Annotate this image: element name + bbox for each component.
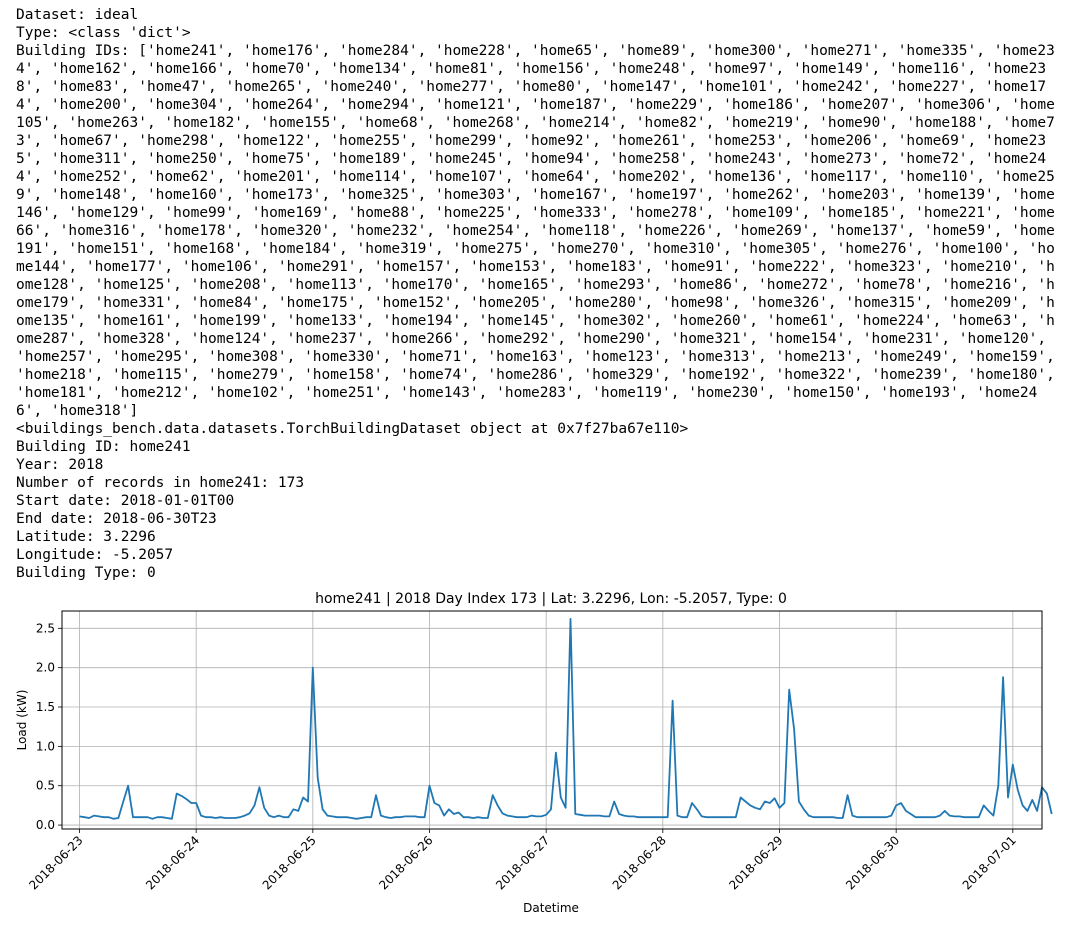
chart-title: home241 | 2018 Day Index 173 | Lat: 3.22… bbox=[315, 591, 787, 607]
y-tick-label: 0.5 bbox=[36, 779, 55, 793]
x-tick-label: 2018-06-29 bbox=[726, 833, 785, 892]
y-ticks: 0.0 0.5 1.0 1.5 2.0 2.5 bbox=[36, 621, 62, 832]
x-tick-label: 2018-06-27 bbox=[493, 833, 552, 892]
output-line: Longitude: -5.2057 bbox=[16, 547, 174, 563]
output-line: Building ID: home241 bbox=[16, 439, 191, 455]
series-line-load bbox=[79, 618, 1053, 820]
y-tick-label: 1.5 bbox=[36, 700, 55, 714]
x-tick-label: 2018-06-28 bbox=[610, 833, 669, 892]
y-axis-label: Load (kW) bbox=[15, 690, 29, 751]
output-line: Start date: 2018-01-01T00 bbox=[16, 493, 235, 509]
output-line: Building Type: 0 bbox=[16, 565, 156, 581]
output-line: Number of records in home241: 173 bbox=[16, 475, 305, 491]
output-line: Building IDs: ['home241', 'home176', 'ho… bbox=[16, 43, 1064, 419]
x-ticks: 2018-06-23 2018-06-24 2018-06-25 2018-06-26… bbox=[26, 829, 1019, 892]
load-chart: home241 | 2018 Day Index 173 | Lat: 3.22… bbox=[15, 591, 1053, 915]
x-tick-label: 2018-06-30 bbox=[843, 833, 902, 892]
plot-frame bbox=[61, 610, 1043, 830]
x-tick-label: 2018-06-26 bbox=[376, 833, 435, 892]
y-tick-label: 2.5 bbox=[36, 621, 55, 635]
x-tick-label: 2018-06-24 bbox=[143, 833, 202, 892]
output-line: Latitude: 3.2296 bbox=[16, 529, 156, 545]
output-line: <buildings_bench.data.datasets.TorchBuil… bbox=[16, 421, 689, 437]
output-line: End date: 2018-06-30T23 bbox=[16, 511, 217, 527]
output-line: Dataset: ideal bbox=[16, 7, 139, 23]
y-tick-label: 1.0 bbox=[36, 739, 55, 753]
output-line: Type: <class 'dict'> bbox=[16, 25, 191, 41]
y-tick-label: 2.0 bbox=[36, 661, 55, 675]
x-axis-label: Datetime bbox=[523, 901, 579, 915]
chart-grid bbox=[62, 611, 1042, 829]
x-tick-label: 2018-06-23 bbox=[26, 833, 85, 892]
output-line: Year: 2018 bbox=[16, 457, 104, 473]
y-tick-label: 0.0 bbox=[36, 818, 55, 832]
x-tick-label: 2018-07-01 bbox=[960, 833, 1019, 892]
console-output: Dataset: ideal Type: <class 'dict'> Buildi… bbox=[16, 6, 1056, 582]
x-tick-label: 2018-06-25 bbox=[260, 833, 319, 892]
